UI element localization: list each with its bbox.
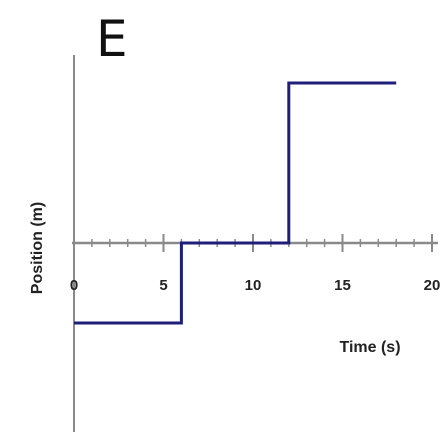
x-tick-label: 15: [334, 277, 351, 294]
series-group: [74, 81, 397, 325]
x-tick-labels: 0 5 10 15 20: [70, 277, 441, 294]
panel-letter: E: [96, 10, 128, 68]
x-tick-label: 5: [159, 277, 167, 294]
x-tick-label: 0: [70, 277, 78, 294]
x-axis-label: Time (s): [339, 339, 400, 356]
position-series-line: [74, 81, 397, 325]
y-axis-label: Position (m): [29, 202, 46, 294]
x-major-ticks: [73, 234, 433, 252]
x-tick-label: 20: [424, 277, 441, 294]
x-tick-label: 10: [245, 277, 262, 294]
